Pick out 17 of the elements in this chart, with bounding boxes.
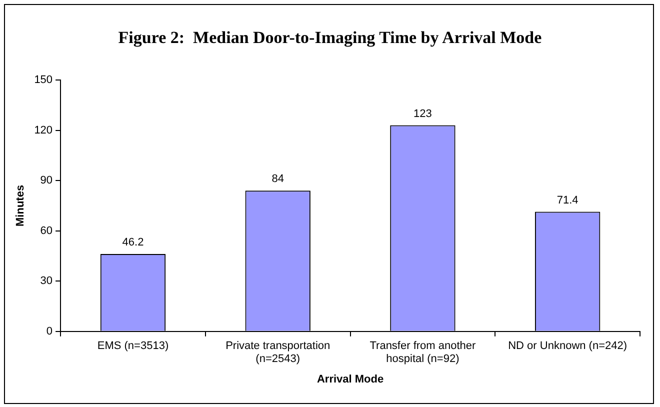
chart-title: Figure 2: Median Door-to-Imaging Time by Arrival Mode [117, 28, 543, 48]
y-tick-label: 0 [46, 325, 53, 338]
data-label: 84 [272, 173, 284, 186]
x-tick-label: ND or Unknown (n=242) [508, 340, 628, 352]
y-axis-title: Minutes [14, 184, 27, 226]
data-label: 71.4 [556, 194, 578, 206]
y-tick-label: 120 [34, 124, 53, 136]
x-tick-label: Transfer from another hospital (n=92) [370, 340, 476, 366]
x-axis-title: Arrival Mode [316, 373, 384, 386]
y-tick-label: 90 [40, 174, 53, 187]
y-tick-label: 150 [34, 74, 53, 86]
data-label: 123 [414, 108, 432, 120]
y-tick-label: 60 [40, 224, 53, 237]
y-tick-label: 30 [40, 275, 53, 288]
data-label: 46.2 [122, 236, 144, 248]
x-tick-label: Private transportation (n=2543) [226, 340, 330, 366]
x-tick-label: EMS (n=3513) [97, 340, 169, 352]
